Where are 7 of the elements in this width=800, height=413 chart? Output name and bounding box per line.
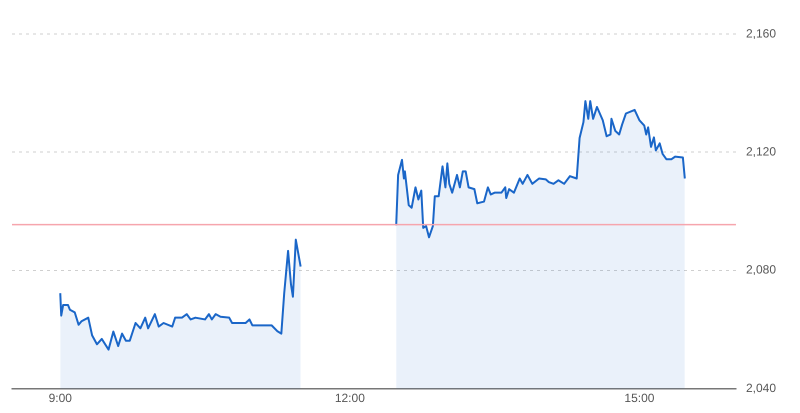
y-tick-label: 2,080 [746,262,776,277]
y-tick-label: 2,160 [746,26,776,40]
x-tick-label: 9:00 [48,391,72,406]
y-tick-label: 2,120 [746,144,776,159]
y-tick-label: 2,040 [746,380,776,395]
x-tick-label: 12:00 [334,391,366,406]
x-tick-label: 15:00 [624,391,655,406]
